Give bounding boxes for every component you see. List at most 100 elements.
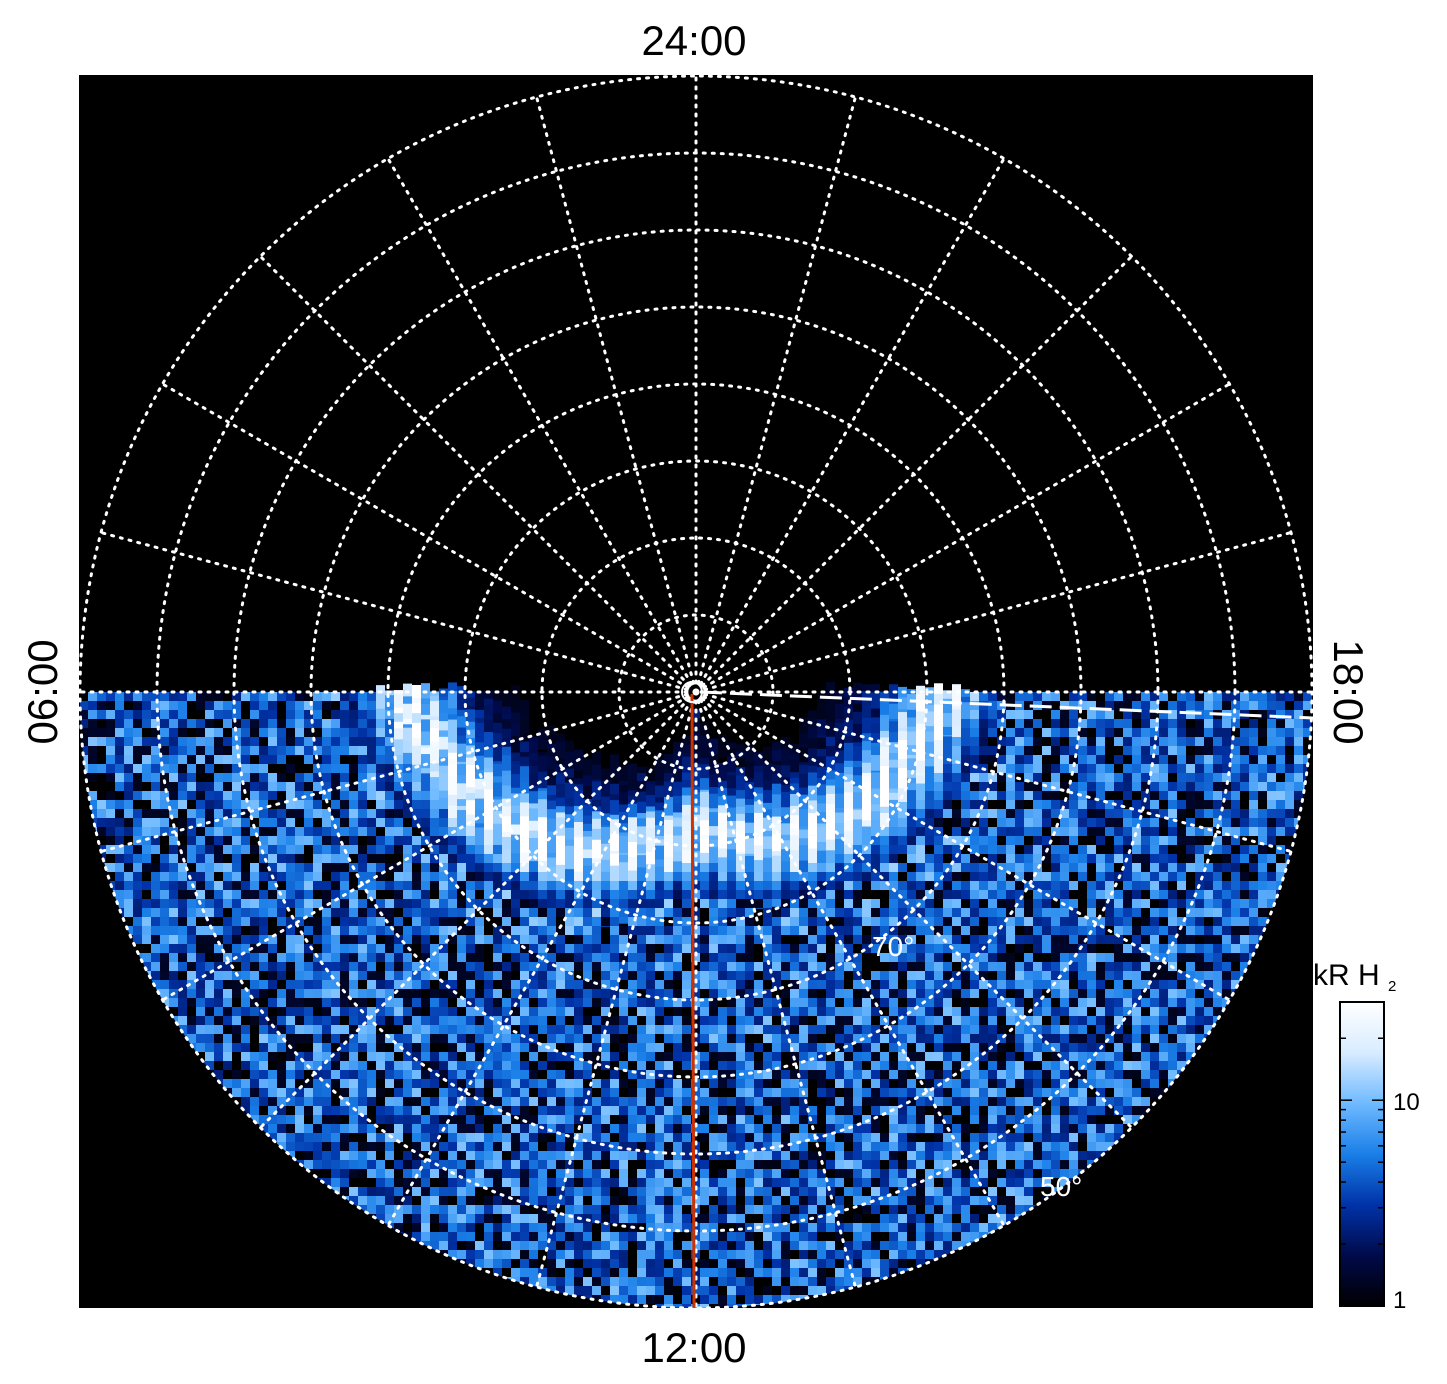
heatmap-cell — [250, 971, 259, 980]
heatmap-cell — [376, 1043, 385, 1052]
heatmap-cell — [1168, 1025, 1177, 1034]
heatmap-cell — [322, 1007, 331, 1016]
heatmap-cell — [313, 737, 322, 746]
heatmap-cell — [592, 998, 601, 1007]
heatmap-cell — [1186, 1034, 1195, 1043]
heatmap-cell — [403, 1034, 412, 1043]
heatmap-cell — [844, 989, 853, 998]
heatmap-cell — [925, 935, 934, 944]
heatmap-cell — [1168, 1061, 1177, 1070]
heatmap-cell — [1033, 818, 1042, 827]
heatmap-cell — [664, 899, 673, 908]
heatmap-cell — [934, 1016, 943, 1025]
heatmap-cell — [457, 971, 466, 980]
heatmap-cell — [1051, 773, 1060, 782]
heatmap-cell — [457, 953, 466, 962]
heatmap-cell — [142, 935, 151, 944]
heatmap-cell — [1132, 764, 1141, 773]
heatmap-cell — [421, 881, 430, 890]
heatmap-cell — [106, 809, 115, 818]
heatmap-cell — [1231, 971, 1240, 980]
heatmap-cell — [133, 827, 142, 836]
heatmap-cell — [1258, 710, 1267, 719]
heatmap-cell — [1168, 755, 1177, 764]
heatmap-cell — [340, 926, 349, 935]
heatmap-cell — [961, 1070, 970, 1079]
heatmap-cell — [268, 908, 277, 917]
heatmap-cell — [916, 744, 925, 765]
heatmap-cell — [1033, 854, 1042, 863]
heatmap-cell — [1114, 701, 1123, 710]
heatmap-cell — [403, 836, 412, 845]
heatmap-cell — [349, 836, 358, 845]
heatmap-cell — [817, 1007, 826, 1016]
heatmap-cell — [817, 890, 826, 899]
heatmap-cell — [1159, 773, 1168, 782]
heatmap-cell — [1159, 692, 1168, 701]
heatmap-cell — [745, 998, 754, 1007]
heatmap-cell — [673, 1025, 682, 1034]
heatmap-cell — [1231, 701, 1240, 710]
heatmap-cell — [1042, 809, 1051, 818]
heatmap-cell — [169, 944, 178, 953]
heatmap-cell — [961, 1079, 970, 1088]
heatmap-cell — [835, 881, 844, 890]
heatmap-cell — [196, 953, 205, 962]
heatmap-cell — [241, 764, 250, 773]
heatmap-cell — [673, 926, 682, 935]
heatmap-cell — [349, 710, 358, 719]
heatmap-cell — [1150, 791, 1159, 800]
heatmap-cell — [1051, 692, 1060, 701]
heatmap-cell — [259, 1043, 268, 1052]
heatmap-cell — [358, 809, 367, 818]
heatmap-cell — [1186, 737, 1195, 746]
heatmap-cell — [475, 962, 484, 971]
heatmap-cell — [871, 980, 880, 989]
heatmap-cell — [547, 971, 556, 980]
heatmap-cell — [1159, 1061, 1168, 1070]
heatmap-cell — [1168, 1052, 1177, 1061]
heatmap-cell — [1276, 755, 1285, 764]
heatmap-cell — [205, 800, 214, 809]
heatmap-cell — [934, 1043, 943, 1052]
heatmap-cell — [1096, 1061, 1105, 1070]
heatmap-cell — [1150, 827, 1159, 836]
heatmap-cell — [709, 971, 718, 980]
heatmap-cell — [1024, 755, 1033, 764]
heatmap-cell — [1231, 800, 1240, 809]
heatmap-cell — [979, 728, 988, 737]
heatmap-cell — [1285, 800, 1294, 809]
heatmap-cell — [1087, 980, 1096, 989]
heatmap-cell — [646, 980, 655, 989]
heatmap-cell — [1015, 1034, 1024, 1043]
heatmap-cell — [1132, 755, 1141, 764]
heatmap-cell — [286, 710, 295, 719]
heatmap-cell — [412, 908, 421, 917]
heatmap-cell — [1240, 827, 1249, 836]
heatmap-cell — [484, 1079, 493, 1088]
heatmap-cell — [493, 1061, 502, 1070]
heatmap-cell — [1042, 746, 1051, 755]
heatmap-cell — [673, 1007, 682, 1016]
heatmap-cell — [430, 836, 439, 845]
heatmap-cell — [1024, 935, 1033, 944]
heatmap-cell — [673, 1043, 682, 1052]
heatmap-cell — [1096, 737, 1105, 746]
heatmap-cell — [439, 1034, 448, 1043]
heatmap-cell — [475, 1016, 484, 1025]
heatmap-cell — [1294, 728, 1303, 737]
heatmap-cell — [331, 872, 340, 881]
heatmap-cell — [574, 962, 583, 971]
heatmap-cell — [331, 737, 340, 746]
heatmap-cell — [655, 1025, 664, 1034]
heatmap-cell — [484, 872, 493, 881]
heatmap-cell — [286, 1007, 295, 1016]
heatmap-cell — [1042, 1007, 1051, 1016]
heatmap-cell — [736, 899, 745, 908]
heatmap-cell — [232, 1007, 241, 1016]
heatmap-cell — [862, 917, 871, 926]
heatmap-cell — [547, 917, 556, 926]
heatmap-cell — [898, 1079, 907, 1088]
heatmap-cell — [772, 953, 781, 962]
heatmap-cell — [1114, 728, 1123, 737]
